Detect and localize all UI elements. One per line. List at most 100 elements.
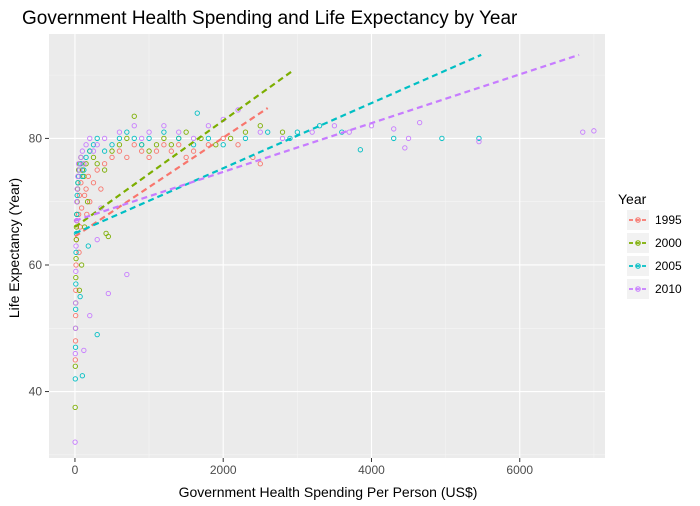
data-point	[139, 148, 145, 154]
data-point	[439, 135, 445, 142]
data-point	[109, 154, 115, 161]
data-point	[279, 135, 286, 142]
data-point	[87, 312, 93, 319]
data-point	[77, 293, 83, 300]
data-point	[79, 373, 86, 379]
data-point	[190, 148, 197, 154]
data-point	[101, 148, 108, 154]
data-point	[161, 129, 167, 135]
legend-label: 2010	[655, 282, 682, 296]
data-point	[168, 142, 174, 148]
x-axis: 0 2000 4000 6000	[72, 458, 533, 477]
trend-line-2010	[74, 53, 580, 222]
data-point	[78, 161, 84, 167]
data-point	[85, 243, 91, 249]
data-point	[205, 123, 212, 129]
legend-marker	[635, 286, 641, 292]
data-point	[72, 376, 78, 382]
data-point	[73, 312, 79, 319]
data-point	[116, 142, 123, 148]
plot-panel	[49, 34, 605, 458]
data-point	[75, 173, 81, 180]
panel-background	[49, 34, 605, 458]
data-point	[161, 123, 167, 129]
y-tick-label: 80	[29, 131, 43, 145]
data-point	[131, 113, 137, 119]
data-point	[279, 129, 286, 135]
x-tick-label: 0	[72, 463, 79, 477]
data-point	[72, 350, 78, 357]
data-point	[76, 249, 82, 255]
data-point	[79, 167, 86, 173]
data-point	[73, 287, 79, 293]
data-point	[83, 186, 89, 192]
data-point	[331, 123, 338, 129]
data-point	[81, 347, 87, 354]
data-point	[94, 135, 100, 142]
data-point	[76, 161, 82, 167]
data-point	[391, 135, 397, 142]
y-tick-label: 40	[29, 385, 43, 399]
data-point	[183, 154, 189, 161]
data-point	[94, 161, 100, 167]
data-point	[146, 148, 152, 154]
data-point	[124, 135, 130, 142]
data-point	[391, 126, 397, 132]
data-point	[90, 180, 97, 186]
data-point	[73, 268, 79, 274]
data-point	[183, 129, 189, 135]
x-tick-label: 6000	[506, 463, 533, 477]
data-point	[591, 128, 597, 134]
data-point	[83, 154, 89, 161]
data-point	[402, 145, 408, 151]
data-point	[346, 129, 352, 135]
data-point	[176, 142, 182, 148]
chart-title: Government Health Spending and Life Expe…	[22, 8, 518, 29]
data-point	[242, 129, 249, 135]
data-point	[87, 148, 93, 154]
data-point	[73, 281, 79, 287]
legend-marker	[635, 217, 641, 223]
data-point	[76, 211, 82, 218]
data-point	[83, 142, 89, 148]
data-point	[109, 148, 115, 154]
data-point	[101, 161, 108, 167]
data-point	[257, 161, 263, 167]
data-point	[76, 287, 83, 293]
data-point	[87, 199, 93, 205]
data-point	[257, 123, 263, 129]
data-point	[257, 129, 263, 135]
data-point	[81, 161, 87, 167]
data-point	[357, 147, 364, 153]
data-point	[78, 205, 85, 211]
data-point	[287, 135, 293, 142]
data-point	[94, 331, 100, 338]
data-point	[105, 233, 111, 240]
data-point	[146, 129, 152, 135]
data-point	[74, 211, 80, 218]
data-point	[309, 129, 315, 135]
data-point	[153, 148, 160, 154]
data-point	[194, 110, 200, 116]
legend-item-2000: 2000	[627, 233, 682, 253]
data-point	[73, 237, 79, 243]
data-point	[161, 135, 167, 142]
trend-line-2005	[74, 53, 482, 235]
data-point	[265, 129, 271, 135]
legend-marker	[635, 240, 641, 246]
data-point	[73, 249, 79, 255]
data-point	[73, 274, 79, 281]
data-point	[76, 192, 83, 199]
data-point	[476, 135, 482, 142]
x-axis-title: Government Health Spending Per Person (U…	[179, 484, 478, 500]
trend-line-1995	[74, 107, 269, 238]
data-point	[90, 142, 97, 148]
data-point	[81, 173, 87, 180]
legend-item-2010: 2010	[627, 279, 682, 299]
data-point	[131, 135, 137, 142]
data-point	[220, 142, 226, 148]
data-point	[73, 262, 79, 268]
data-point	[75, 180, 81, 186]
legend: Year 1995 2000 2005 2010	[618, 191, 682, 299]
data-point	[76, 167, 83, 173]
